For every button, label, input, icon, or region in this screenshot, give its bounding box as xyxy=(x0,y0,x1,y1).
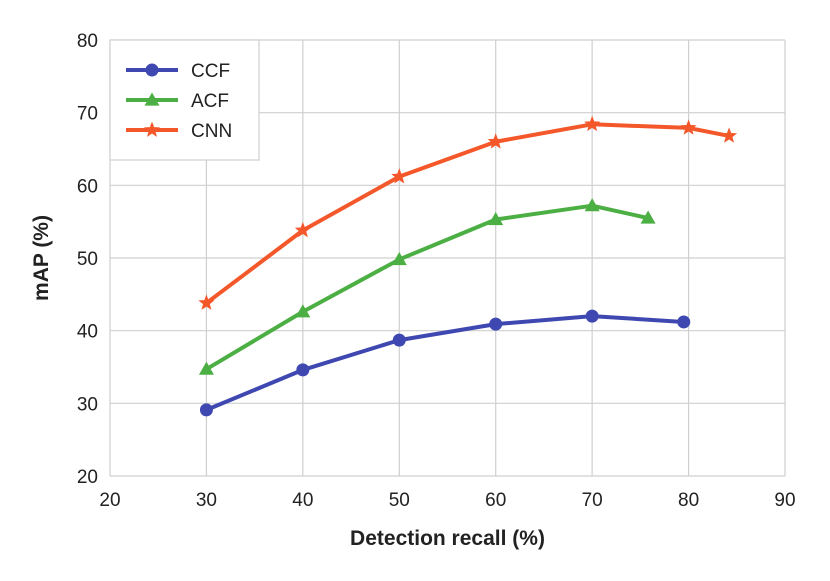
series-ccf xyxy=(199,309,691,417)
x-axis-title: Detection recall (%) xyxy=(350,527,545,550)
data-point-ccf xyxy=(489,317,503,331)
y-tick-labels: 20 30 40 50 60 70 80 xyxy=(77,31,98,488)
series-line-cnn xyxy=(204,122,732,306)
legend-marker-acf xyxy=(144,92,160,106)
data-point-acf xyxy=(640,210,656,224)
legend-label-acf: ACF xyxy=(191,91,229,112)
data-point-acf xyxy=(391,251,407,266)
legend-marker-cnn xyxy=(143,121,161,137)
data-point-cnn xyxy=(584,115,601,132)
x-tick-label: 90 xyxy=(774,490,795,511)
series-acf xyxy=(198,198,656,375)
data-point-cnn xyxy=(720,127,738,143)
data-point-acf xyxy=(295,304,311,318)
y-tick-label: 30 xyxy=(77,394,98,415)
legend-label-ccf: CCF xyxy=(191,61,230,82)
y-tick-label: 80 xyxy=(77,31,98,52)
data-point-ccf xyxy=(677,315,691,329)
series-line-ccf xyxy=(204,314,686,412)
series-line-acf xyxy=(204,203,651,372)
data-point-acf xyxy=(488,211,504,226)
y-tick-label: 70 xyxy=(77,104,98,125)
y-tick-label: 40 xyxy=(77,322,98,343)
y-tick-label: 20 xyxy=(77,467,98,488)
y-axis-title: mAP (%) xyxy=(30,215,53,301)
x-tick-label: 20 xyxy=(99,490,120,511)
data-point-ccf xyxy=(392,333,406,347)
data-point-acf xyxy=(584,198,600,212)
x-tick-label: 40 xyxy=(292,490,313,511)
y-tick-label: 50 xyxy=(77,249,98,270)
y-tick-label: 60 xyxy=(77,176,98,197)
data-point-ccf xyxy=(199,403,213,417)
data-point-cnn xyxy=(294,221,311,238)
x-tick-label: 50 xyxy=(389,490,410,511)
x-tick-label: 30 xyxy=(196,490,217,511)
legend: CCF ACF CNN xyxy=(109,39,260,161)
data-point-ccf xyxy=(585,309,599,323)
data-point-cnn xyxy=(680,119,697,135)
x-tick-label: 70 xyxy=(582,490,603,511)
x-tick-labels: 20 30 40 50 60 70 80 90 xyxy=(99,490,795,511)
data-point-cnn xyxy=(198,294,215,310)
data-point-ccf xyxy=(296,363,310,377)
x-tick-label: 60 xyxy=(485,490,506,511)
data-point-cnn xyxy=(391,168,408,184)
x-tick-label: 80 xyxy=(678,490,699,511)
series-group xyxy=(198,115,738,417)
data-point-acf xyxy=(198,361,214,375)
data-point-cnn xyxy=(487,133,504,149)
legend-label-cnn: CNN xyxy=(191,121,232,142)
series-cnn xyxy=(198,115,738,310)
legend-marker-ccf xyxy=(145,63,159,77)
